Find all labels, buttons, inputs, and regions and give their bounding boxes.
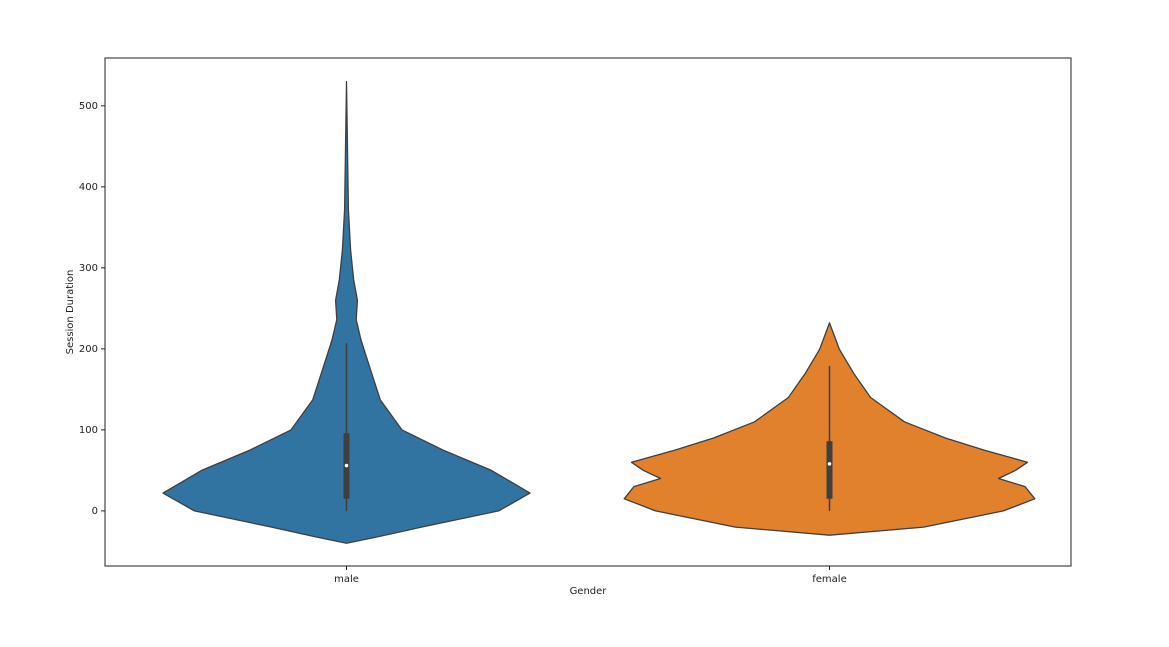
y-tick-label: 100 — [79, 425, 98, 436]
median — [827, 462, 832, 466]
x-tick-label: male — [334, 574, 359, 585]
x-axis-label: Gender — [570, 586, 608, 597]
y-tick-label: 400 — [79, 182, 98, 193]
violin — [162, 80, 531, 544]
median — [344, 463, 349, 468]
y-axis-label: Session Duration — [65, 270, 76, 355]
plot-frame — [104, 57, 1072, 567]
y-tick-label: 0 — [92, 506, 98, 517]
iqr-box — [826, 441, 833, 499]
y-tick-label: 200 — [79, 344, 98, 355]
y-tick-label: 300 — [79, 263, 98, 274]
x-tick-label: female — [812, 574, 846, 585]
y-tick-label: 500 — [79, 101, 98, 112]
